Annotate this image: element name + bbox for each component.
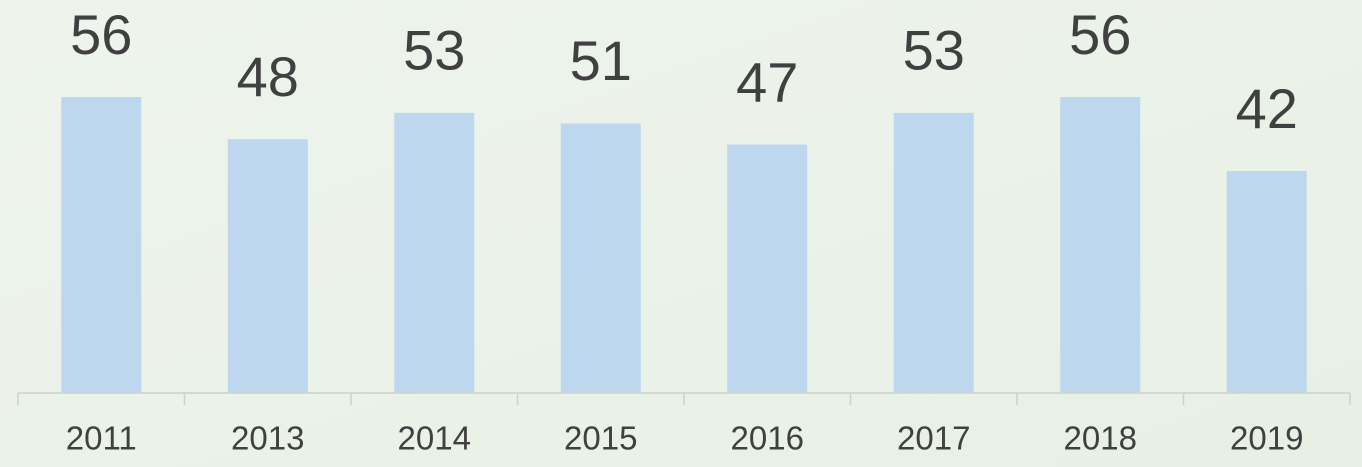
x-tick-label: 2011 [66,420,137,457]
x-tick-label: 2015 [564,420,637,457]
bar [61,97,142,393]
data-label: 42 [1236,77,1298,140]
x-tick-label: 2016 [731,420,804,457]
bar [893,112,974,393]
data-label: 53 [903,19,965,82]
data-label: 48 [237,45,299,108]
x-tick-label: 2017 [897,420,970,457]
x-tick-label: 2013 [231,420,304,457]
data-label: 51 [570,29,632,92]
data-label: 56 [70,3,132,66]
bar [394,112,475,393]
x-tick-label: 2014 [398,420,471,457]
data-label: 47 [736,50,798,113]
bar [1060,97,1141,393]
bar [727,144,808,393]
bar [1226,171,1307,393]
data-label: 56 [1069,3,1131,66]
x-tick-label: 2019 [1230,420,1303,457]
x-tick-label: 2018 [1064,420,1137,457]
bar [227,139,308,393]
bar [560,123,641,393]
data-label: 53 [403,19,465,82]
